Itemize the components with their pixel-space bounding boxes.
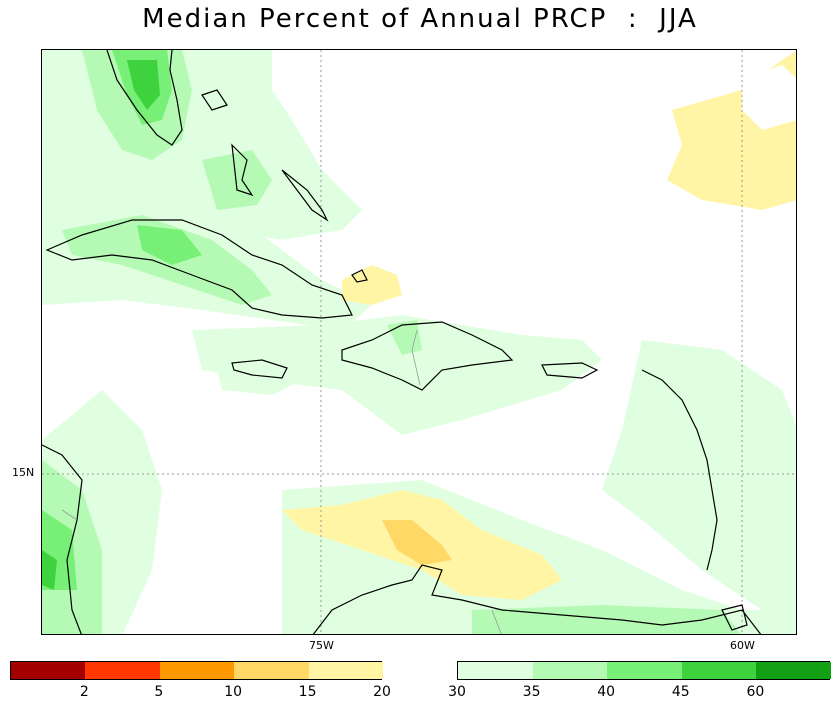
colorbar-wet-swatch bbox=[532, 662, 608, 679]
colorbar-dry-swatch bbox=[159, 662, 235, 679]
shading-layer bbox=[42, 50, 796, 634]
colorbar-dry-swatch bbox=[11, 662, 86, 679]
shade-35-andros bbox=[202, 150, 272, 210]
colorbar-wet-label: 60 bbox=[746, 684, 765, 700]
shade-20-hispaniola-north bbox=[342, 265, 402, 305]
map-panel bbox=[41, 49, 797, 635]
border-centam bbox=[61, 509, 78, 521]
coast-turks bbox=[351, 269, 368, 283]
shade-45-centam bbox=[42, 550, 57, 590]
grid-lines bbox=[42, 50, 796, 634]
coast-south-america bbox=[312, 564, 762, 634]
colorbar-dry-swatch bbox=[308, 662, 383, 679]
colorbar-dry-swatch bbox=[234, 662, 309, 679]
colorbar-dry bbox=[10, 661, 383, 680]
shade-30-lesser-antilles bbox=[602, 340, 796, 610]
colorbar-wet-label: 45 bbox=[671, 684, 690, 700]
coast-bahamas-1 bbox=[231, 143, 254, 197]
coast-cuba bbox=[45, 219, 353, 319]
coast-lesser-antilles bbox=[641, 369, 718, 571]
shade-45-florida bbox=[127, 60, 160, 110]
colorbar-dry-label: 5 bbox=[154, 684, 164, 700]
coast-jamaica bbox=[231, 359, 288, 379]
coast-puerto-rico bbox=[541, 362, 599, 379]
lon-label-60w: 60W bbox=[730, 639, 755, 652]
colorbar-wet-label: 35 bbox=[522, 684, 541, 700]
shade-40-cuba bbox=[137, 225, 202, 265]
shade-15-south bbox=[382, 520, 452, 565]
lon-label-75w: 75W bbox=[309, 639, 334, 652]
colorbar-dry-swatch bbox=[85, 662, 160, 679]
lat-label-15n: 15N bbox=[12, 466, 35, 479]
colorbar-wet-swatch bbox=[607, 662, 682, 679]
borders bbox=[61, 329, 502, 634]
colorbar-dry-label: 10 bbox=[224, 684, 243, 700]
colorbar-dry-label: 2 bbox=[79, 684, 89, 700]
border-south-am bbox=[491, 609, 502, 634]
coast-trinidad bbox=[721, 604, 748, 631]
shade-35-trinidad bbox=[472, 605, 741, 634]
colorbar-dry-label: 20 bbox=[373, 684, 391, 700]
colorbar-wet-swatch bbox=[458, 662, 533, 679]
map-canvas bbox=[42, 50, 796, 634]
colorbar-wet-swatch bbox=[756, 662, 831, 679]
white-hole-ne bbox=[742, 65, 796, 130]
colorbar-wet-label: 30 bbox=[448, 684, 466, 700]
colorbar-wet-label: 40 bbox=[597, 684, 616, 700]
coast-bahamas-3 bbox=[281, 169, 329, 222]
shade-30-hispaniola bbox=[192, 315, 602, 435]
colorbar-wet-swatch bbox=[681, 662, 757, 679]
coast-florida bbox=[106, 50, 183, 146]
border-haiti-dr bbox=[411, 329, 421, 386]
coast-bahamas-2 bbox=[201, 89, 228, 111]
map-title: Median Percent of Annual PRCP : JJA bbox=[142, 4, 698, 34]
shade-30-jamaica bbox=[212, 350, 302, 395]
coast-hispaniola bbox=[341, 321, 514, 391]
colorbar-wet bbox=[457, 661, 831, 680]
colorbar-dry-label: 15 bbox=[298, 684, 317, 700]
